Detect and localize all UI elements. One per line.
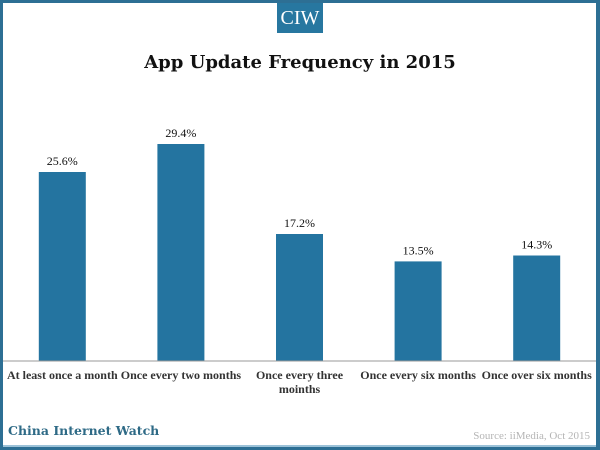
value-label-3: 17.2% bbox=[284, 216, 315, 230]
bar-5 bbox=[513, 255, 561, 361]
category-label-3: Once every three moinths bbox=[256, 368, 344, 396]
bar-2 bbox=[157, 144, 205, 361]
source-note: Source: iiMedia, Oct 2015 bbox=[473, 430, 590, 442]
value-labels-group: 25.6% 29.4% 17.2% 13.5% 14.3% bbox=[47, 126, 552, 257]
category-label-1: At least once a month bbox=[7, 368, 118, 382]
chart-title: App Update Frequency in 2015 bbox=[144, 52, 456, 73]
ciw-logo: CIW bbox=[277, 3, 323, 33]
category-labels-group: At least once a month Once every two mont… bbox=[7, 368, 592, 396]
brand-label: China Internet Watch bbox=[8, 423, 160, 438]
bar-3 bbox=[276, 234, 323, 361]
value-label-2: 29.4% bbox=[165, 126, 196, 140]
value-label-5: 14.3% bbox=[521, 238, 552, 252]
category-label-2: Once every two months bbox=[121, 368, 242, 382]
category-label-5: Once over six months bbox=[482, 368, 592, 382]
value-label-4: 13.5% bbox=[403, 243, 434, 257]
bars-group bbox=[38, 144, 561, 361]
bar-4 bbox=[394, 261, 442, 361]
category-label-4: Once every six months bbox=[360, 368, 476, 382]
bar-1 bbox=[38, 172, 86, 361]
value-label-1: 25.6% bbox=[47, 154, 78, 168]
